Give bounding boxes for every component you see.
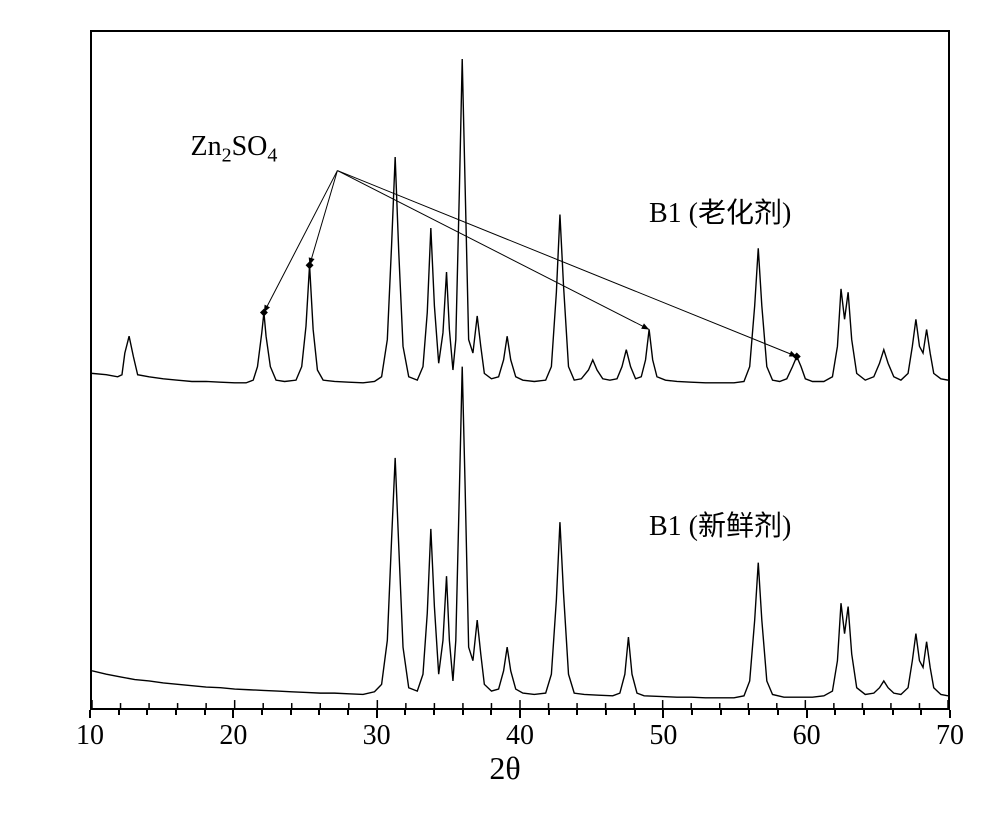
- x-minor-tick: [118, 710, 120, 715]
- x-tick-mark: [949, 710, 951, 718]
- x-minor-tick: [290, 710, 292, 715]
- x-tick-mark: [806, 710, 808, 718]
- x-minor-tick: [146, 710, 148, 715]
- x-tick-label: 70: [936, 720, 964, 752]
- x-axis-title: 2θ: [489, 750, 520, 787]
- x-minor-tick: [490, 710, 492, 715]
- x-minor-tick: [462, 710, 464, 715]
- x-minor-tick: [691, 710, 693, 715]
- x-minor-tick: [318, 710, 320, 715]
- x-axis-ticks: 10203040506070: [90, 710, 950, 740]
- spectrum-aged: [92, 59, 948, 383]
- x-minor-tick: [404, 710, 406, 715]
- annotation-arrow: [337, 171, 649, 330]
- x-minor-tick: [548, 710, 550, 715]
- x-minor-tick: [892, 710, 894, 715]
- annotation-arrow: [264, 171, 337, 313]
- x-tick: 70: [936, 710, 964, 752]
- x-tick-label: 50: [649, 720, 677, 752]
- annotation-arrow: [310, 171, 338, 266]
- x-minor-tick: [920, 710, 922, 715]
- x-tick: 50: [649, 710, 677, 752]
- x-minor-tick: [863, 710, 865, 715]
- series-label-aged: B1 (老化剂): [649, 191, 791, 231]
- annotation-marker: [306, 261, 314, 269]
- xrd-chart: Zn2SO4 B1 (老化剂) B1 (新鲜剂) 10203040506070 …: [50, 20, 960, 780]
- x-tick-mark: [376, 710, 378, 718]
- x-tick-mark: [519, 710, 521, 718]
- x-minor-tick: [834, 710, 836, 715]
- series-label-fresh: B1 (新鲜剂): [649, 504, 791, 544]
- x-minor-tick: [605, 710, 607, 715]
- x-minor-tick: [720, 710, 722, 715]
- x-tick: 40: [506, 710, 534, 752]
- x-tick-mark: [232, 710, 234, 718]
- x-minor-tick: [777, 710, 779, 715]
- x-minor-tick: [433, 710, 435, 715]
- x-tick-label: 40: [506, 720, 534, 752]
- x-minor-tick: [576, 710, 578, 715]
- x-tick-label: 60: [793, 720, 821, 752]
- spectrum-fresh: [92, 367, 948, 698]
- x-tick: 20: [219, 710, 247, 752]
- x-minor-tick: [204, 710, 206, 715]
- x-tick-mark: [89, 710, 91, 718]
- x-minor-tick: [634, 710, 636, 715]
- annotation-marker: [793, 353, 801, 361]
- x-tick-label: 10: [76, 720, 104, 752]
- x-tick: 30: [363, 710, 391, 752]
- x-tick: 60: [793, 710, 821, 752]
- x-tick: 10: [76, 710, 104, 752]
- x-minor-tick: [261, 710, 263, 715]
- x-minor-tick: [748, 710, 750, 715]
- x-tick-label: 20: [219, 720, 247, 752]
- x-minor-tick: [175, 710, 177, 715]
- x-tick-mark: [662, 710, 664, 718]
- zn2so4-annotation-label: Zn2SO4: [191, 131, 278, 168]
- x-minor-tick: [347, 710, 349, 715]
- x-tick-label: 30: [363, 720, 391, 752]
